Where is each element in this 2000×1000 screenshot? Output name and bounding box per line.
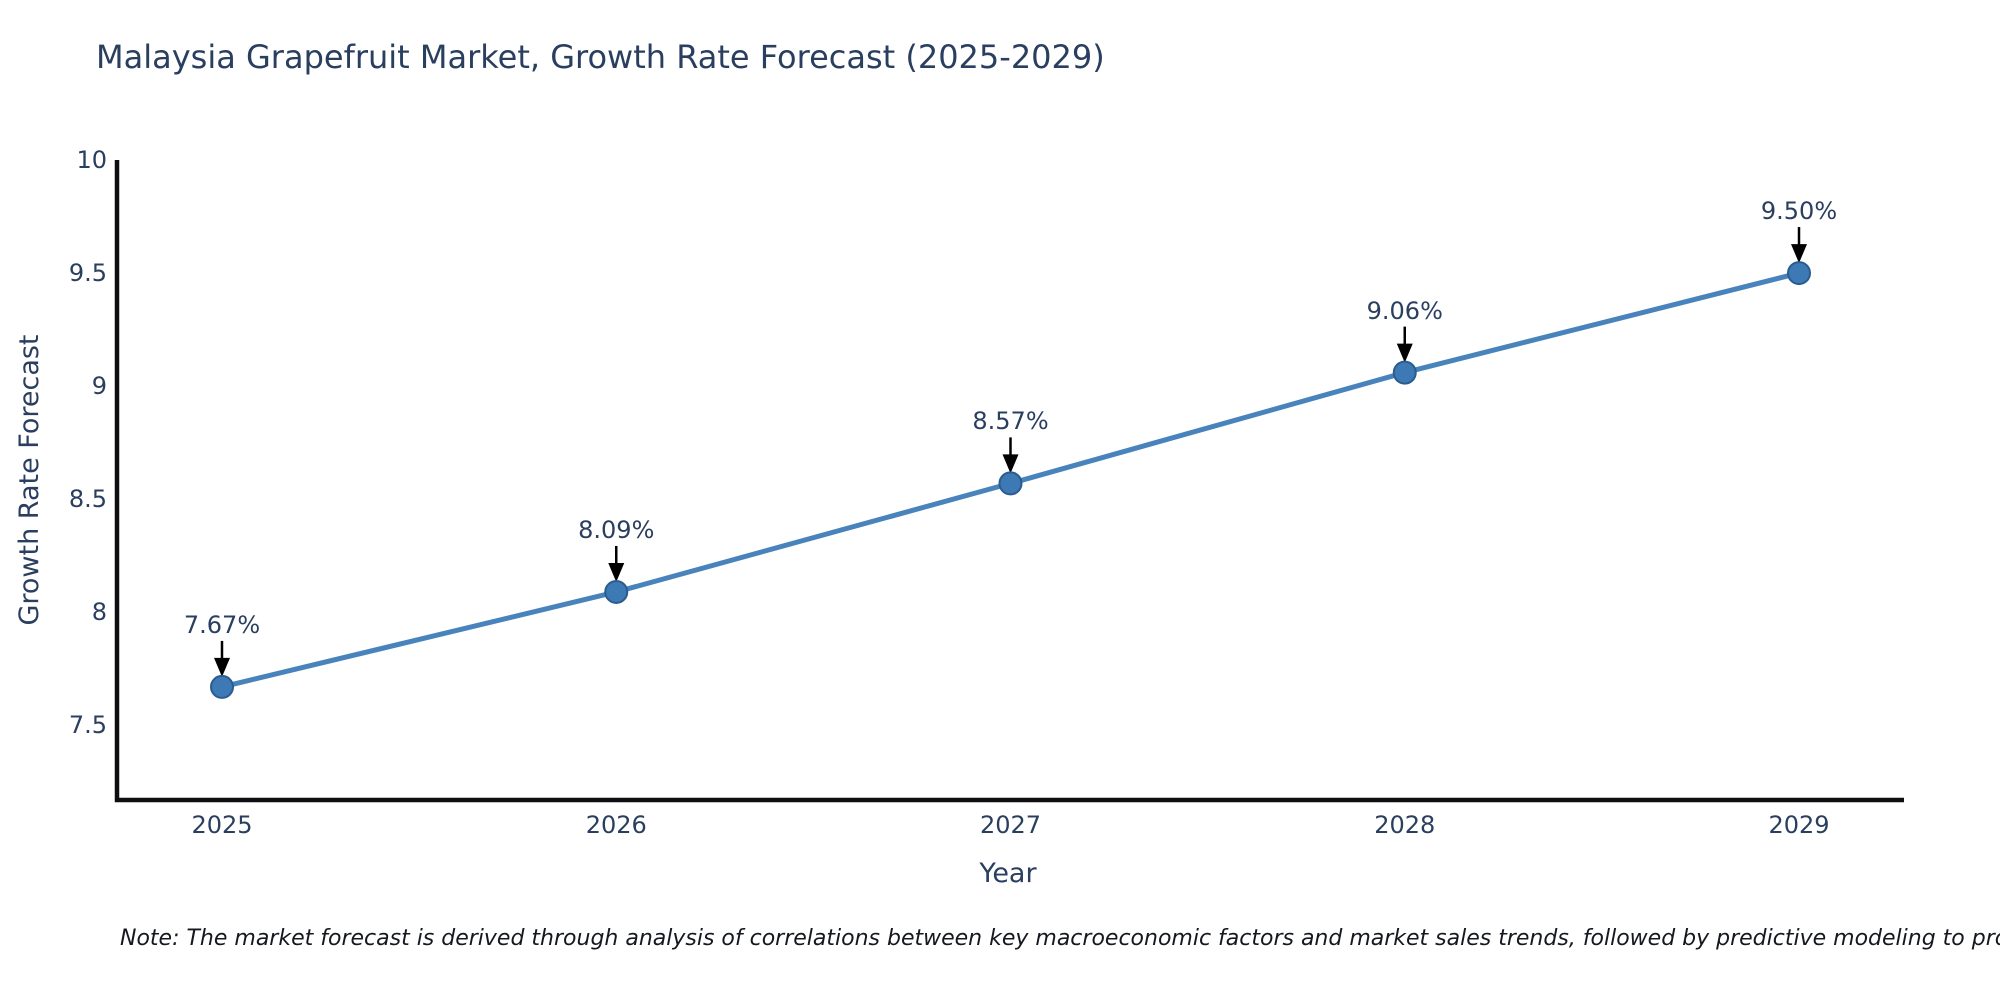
annotation-arrow-head xyxy=(1002,454,1019,474)
annotation-arrow-head xyxy=(214,657,230,677)
annotation-arrow-head xyxy=(1396,343,1413,363)
y-tick-label: 10 xyxy=(76,146,107,174)
y-tick-label: 8.5 xyxy=(68,485,107,514)
x-axis-title: Year xyxy=(979,858,1037,889)
footnote: Note: The market forecast is derived thr… xyxy=(120,926,2000,951)
y-tick-label: 8 xyxy=(91,598,107,627)
x-tick-label: 2029 xyxy=(1768,811,1830,839)
data-point-label: 7.67% xyxy=(183,610,261,639)
y-tick-label: 7.5 xyxy=(68,711,107,740)
x-tick-label: 2027 xyxy=(979,811,1042,839)
annotation-arrow-head xyxy=(1791,244,1807,264)
data-point-marker xyxy=(210,674,234,699)
x-tick-label: 2025 xyxy=(191,811,253,839)
data-point-marker xyxy=(1392,360,1417,385)
x-tick-label: 2026 xyxy=(585,811,647,839)
chart-title: Malaysia Grapefruit Market, Growth Rate … xyxy=(96,38,1105,76)
y-axis-title: Growth Rate Forecast xyxy=(14,334,45,626)
axis-spines xyxy=(114,160,1904,803)
y-tick-label: 9.5 xyxy=(68,259,107,288)
annotation-arrow-head xyxy=(608,562,625,582)
data-point-label: 8.09% xyxy=(578,515,655,544)
data-point-marker xyxy=(604,579,629,604)
data-point-label: 9.06% xyxy=(1366,296,1443,325)
data-point-label: 9.50% xyxy=(1760,197,1838,226)
y-tick-label: 9 xyxy=(91,372,107,401)
data-point-marker xyxy=(998,471,1023,496)
x-tick-label: 2028 xyxy=(1374,811,1436,839)
data-point-label: 8.57% xyxy=(972,407,1049,436)
data-point-marker xyxy=(1787,261,1811,286)
